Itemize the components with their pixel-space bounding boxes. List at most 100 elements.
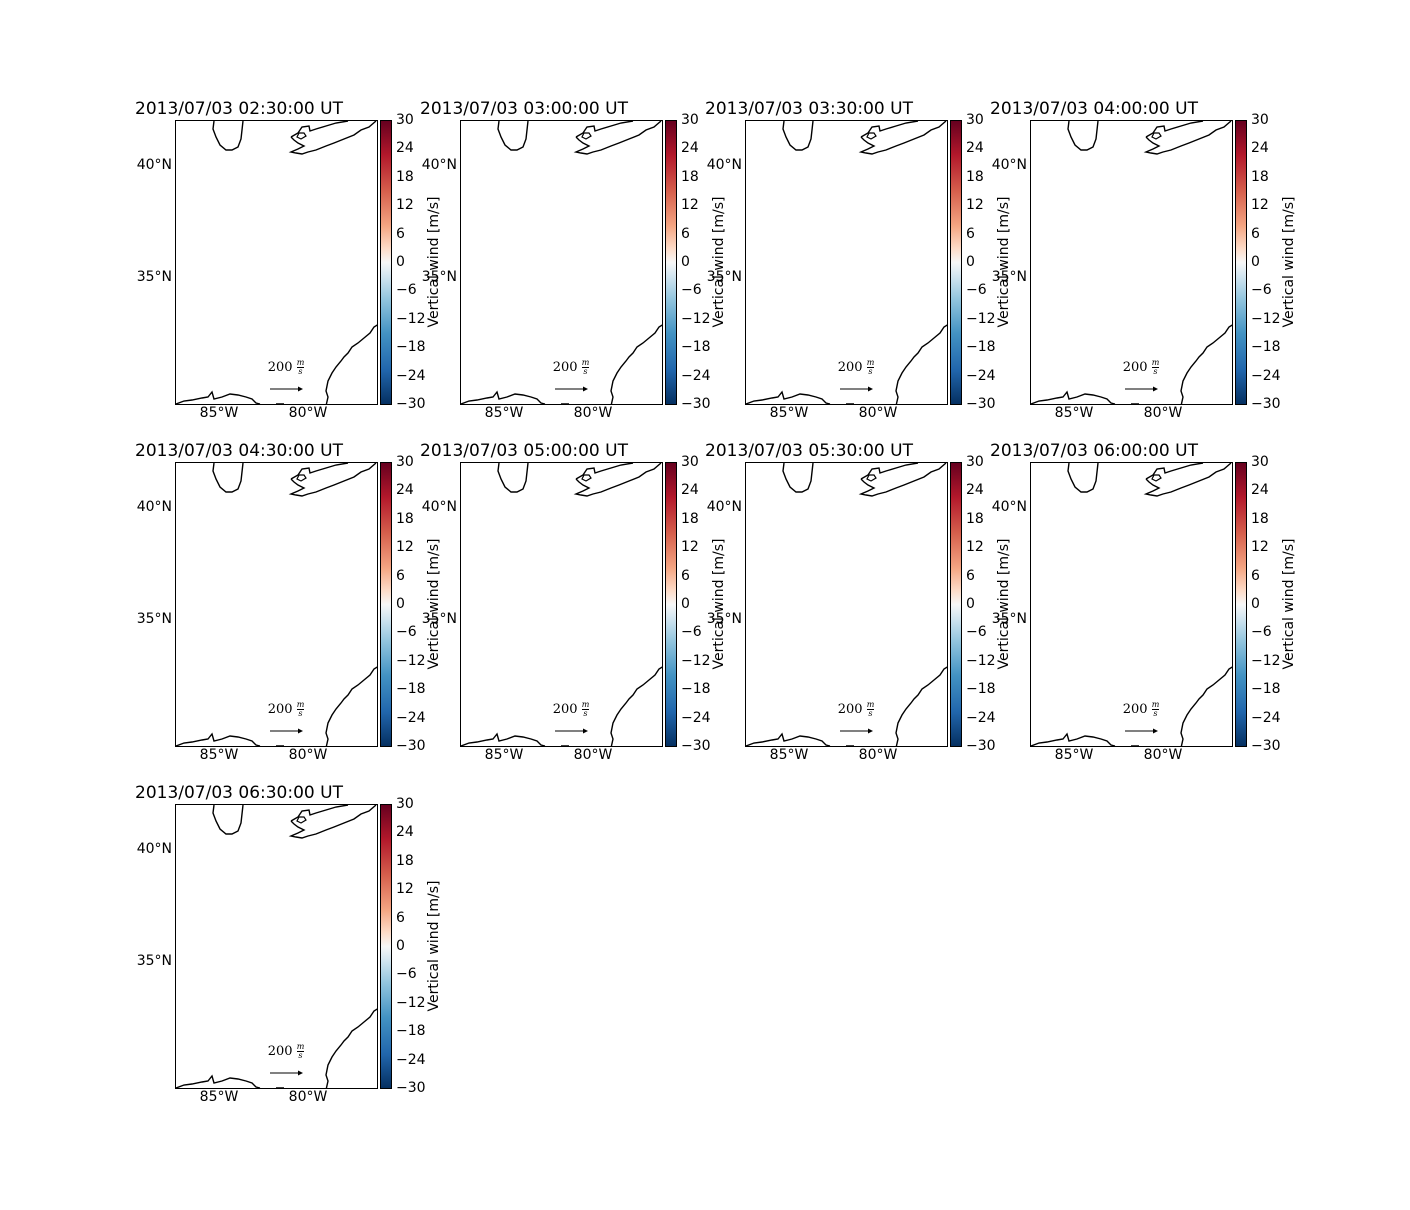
- lake-erie-inner: [866, 474, 877, 482]
- quiver-key: 200 m s: [1111, 701, 1171, 741]
- coastline-map: [176, 805, 377, 1088]
- quiver-key-value: 200: [1122, 702, 1148, 717]
- map-panel-1: 2013/07/03 02:30:00 UT 200 m s: [130, 99, 442, 429]
- panel-title: 2013/07/03 06:30:00 UT: [135, 783, 343, 803]
- lat-label-35n: 35°N: [136, 953, 172, 969]
- southeast-coastline: [176, 324, 377, 404]
- quiver-key-label: 200 m s: [256, 359, 316, 376]
- quiver-key-value: 200: [552, 360, 578, 375]
- colorbar-tick: −30: [1251, 396, 1281, 412]
- colorbar-tick: −30: [1251, 738, 1281, 754]
- colorbar: [665, 120, 677, 405]
- lon-label-80w: 80°W: [288, 747, 328, 763]
- southeast-coastline: [1031, 666, 1232, 746]
- lat-label-35n: 35°N: [991, 269, 1027, 285]
- southeast-coastline: [746, 324, 947, 404]
- quiver-key-unit-numerator: m: [866, 700, 875, 710]
- lake-michigan-shoreline: [497, 121, 529, 151]
- quiver-key-arrow: [270, 1070, 303, 1076]
- quiver-key-unit: m s: [1151, 359, 1160, 376]
- colorbar-tick: −12: [966, 652, 996, 669]
- quiver-key-label: 200 m s: [541, 359, 601, 376]
- map-panel-6: 2013/07/03 05:00:00 UT 200 m s: [415, 441, 727, 771]
- lake-erie-shoreline: [288, 463, 377, 497]
- colorbar-tick: −30: [681, 738, 711, 754]
- quiver-key-unit: m s: [866, 359, 875, 376]
- colorbar-tick: 24: [396, 824, 414, 841]
- colorbar-tick: −6: [681, 282, 702, 299]
- lake-michigan-shoreline: [497, 463, 529, 493]
- colorbar: [380, 120, 392, 405]
- lat-label-40n: 40°N: [706, 499, 742, 515]
- map-panel-7: 2013/07/03 05:30:00 UT 200 m s: [700, 441, 1012, 771]
- lon-label-80w: 80°W: [573, 747, 613, 763]
- colorbar-tick: 24: [396, 140, 414, 157]
- quiver-key-unit: m s: [296, 700, 305, 718]
- colorbar-tick: −18: [396, 681, 426, 698]
- colorbar-tick: −24: [966, 367, 996, 384]
- southeast-coastline: [746, 666, 947, 746]
- quiver-key-label: 200 m s: [826, 701, 886, 718]
- quiver-key-label: 200 m s: [826, 359, 886, 376]
- colorbar-tick: 6: [681, 225, 690, 242]
- colorbar-tick: 0: [966, 254, 975, 270]
- colorbar-tick: 30: [966, 112, 984, 128]
- lat-label-35n: 35°N: [706, 269, 742, 285]
- quiver-key-unit-numerator: m: [296, 700, 305, 710]
- quiver-key-label: 200 m s: [541, 701, 601, 718]
- colorbar-tick: 6: [396, 225, 405, 242]
- colorbar: [665, 462, 677, 747]
- map-axes: 200 m s: [175, 120, 378, 405]
- colorbar-tick: 30: [966, 454, 984, 470]
- colorbar: [1235, 120, 1247, 405]
- quiver-key-unit-denominator: s: [868, 709, 873, 718]
- lon-label-85w: 85°W: [769, 405, 809, 421]
- southeast-coastline: [176, 666, 377, 746]
- colorbar-tick: −24: [396, 1051, 426, 1068]
- colorbar-tick: −30: [966, 396, 996, 412]
- quiver-key-arrow: [270, 728, 303, 734]
- panel-title: 2013/07/03 05:30:00 UT: [705, 441, 913, 461]
- quiver-key-unit-numerator: m: [296, 358, 305, 368]
- lon-label-80w: 80°W: [288, 405, 328, 421]
- lake-michigan-shoreline: [212, 463, 244, 493]
- lake-erie-inner: [581, 474, 592, 482]
- lake-erie-inner: [1151, 474, 1162, 482]
- lake-michigan-shoreline: [1067, 121, 1099, 151]
- map-panel-5: 2013/07/03 04:30:00 UT 200 m s: [130, 441, 442, 771]
- colorbar-tick: 18: [966, 168, 984, 185]
- colorbar-tick: 18: [966, 510, 984, 527]
- quiver-key-value: 200: [837, 360, 863, 375]
- lake-erie-inner: [296, 474, 307, 482]
- colorbar-tick: −18: [396, 1023, 426, 1040]
- quiver-key-unit-denominator: s: [1153, 367, 1158, 376]
- quiver-key-arrow: [555, 728, 588, 734]
- lake-erie-shoreline: [573, 121, 662, 155]
- colorbar-tick: 18: [1251, 168, 1269, 185]
- colorbar-tick: −6: [966, 282, 987, 299]
- colorbar-label: Vertical wind [m/s]: [426, 880, 442, 1012]
- map-panel-8: 2013/07/03 06:00:00 UT 200 m s: [985, 441, 1297, 771]
- lat-label-35n: 35°N: [421, 611, 457, 627]
- coastline-map: [1031, 463, 1232, 746]
- lon-label-85w: 85°W: [1054, 747, 1094, 763]
- colorbar-tick: 24: [681, 140, 699, 157]
- lake-erie-inner: [296, 816, 307, 824]
- colorbar-tick: 0: [681, 254, 690, 270]
- quiver-key-unit-denominator: s: [583, 367, 588, 376]
- map-axes: 200 m s: [1030, 462, 1233, 747]
- colorbar-tick: −6: [396, 966, 417, 983]
- lon-label-80w: 80°W: [858, 405, 898, 421]
- lon-label-80w: 80°W: [1143, 405, 1183, 421]
- quiver-key-unit-numerator: m: [296, 1042, 305, 1052]
- colorbar-tick: 24: [396, 482, 414, 499]
- colorbar-tick: 6: [1251, 225, 1260, 242]
- colorbar-tick: 6: [396, 909, 405, 926]
- colorbar-tick: −18: [681, 681, 711, 698]
- coastline-map: [461, 463, 662, 746]
- lon-label-85w: 85°W: [484, 405, 524, 421]
- colorbar-tick: 0: [1251, 254, 1260, 270]
- quiver-key-unit: m s: [296, 358, 305, 376]
- quiver-key-unit-denominator: s: [1153, 709, 1158, 718]
- map-panel-3: 2013/07/03 03:30:00 UT 200 m s: [700, 99, 1012, 429]
